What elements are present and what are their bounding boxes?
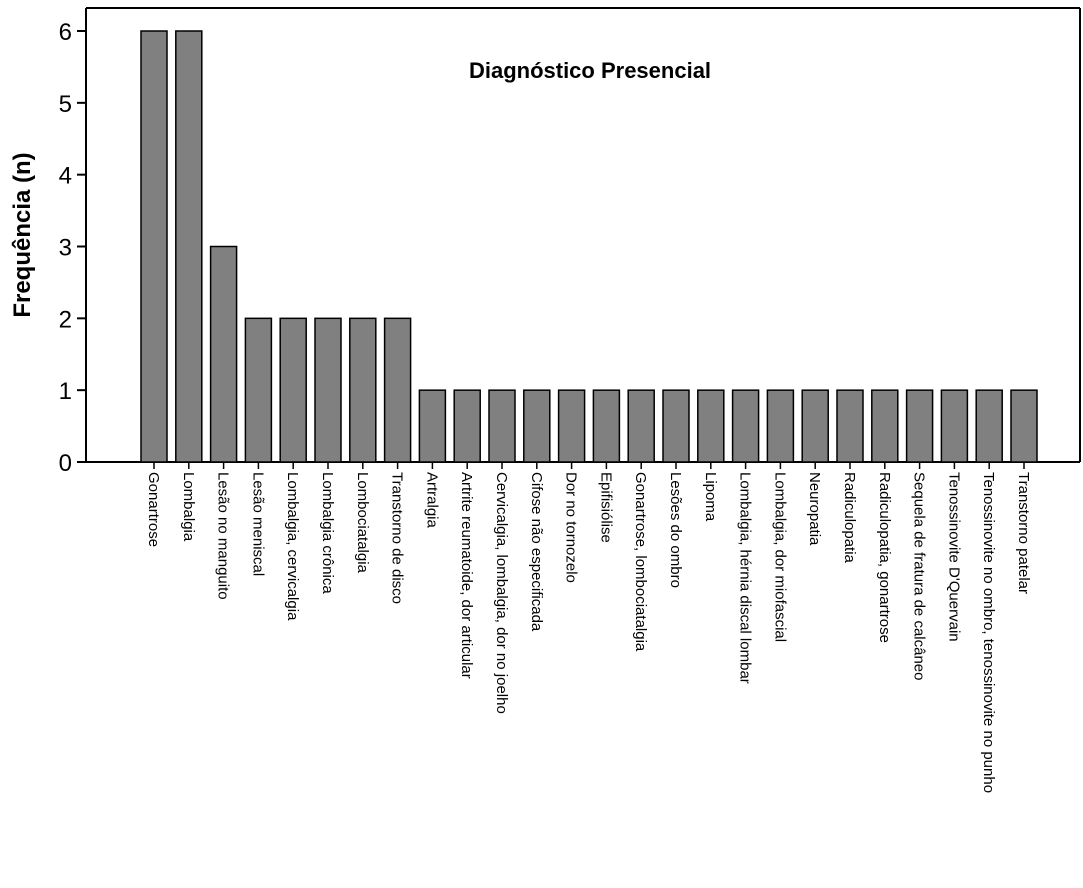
x-tick-label: Cervicalgia, lombalgia, dor no joelho	[493, 472, 510, 714]
x-tick-label: Transtorno de disco	[389, 472, 406, 604]
x-tick-label: Neuropatia	[806, 472, 823, 546]
bar	[209, 245, 238, 463]
x-tick-label: Artralgia	[423, 472, 440, 529]
x-tick-label: Lesão meniscal	[249, 472, 266, 576]
bar	[557, 389, 586, 463]
x-tick-label: Dor no tornozelo	[563, 472, 580, 583]
x-tick-label: Lesões do ombro	[667, 472, 684, 588]
x-tick-label: Tenossinovite D'Quervain	[945, 472, 962, 642]
x-tick-label: Lombalgia crônica	[319, 472, 336, 594]
bar	[731, 389, 760, 463]
bar	[314, 317, 342, 463]
bar	[940, 389, 969, 463]
bar	[592, 389, 621, 463]
chart-bars	[140, 30, 1038, 463]
bar	[766, 389, 795, 463]
x-tick-label: Gonartrose	[145, 472, 162, 547]
bar	[871, 389, 899, 463]
bar	[418, 389, 447, 463]
x-tick-label: Lombociatalgia	[354, 472, 371, 574]
x-tick-label: Radiculopatia, gonartrose	[876, 472, 893, 643]
bar	[140, 30, 168, 463]
y-axis-ticks: 0 1 2 3 4 5 6	[59, 19, 86, 477]
bar	[662, 389, 690, 463]
x-tick-label: Gonartrose, lombociatalgia	[632, 472, 649, 652]
bar	[801, 389, 829, 463]
y-tick-label: 0	[59, 450, 72, 477]
bar	[627, 389, 655, 463]
x-tick-label: Lombalgia, hérnia discal lombar	[737, 472, 754, 684]
bar	[836, 389, 864, 463]
bar	[975, 389, 1003, 463]
y-tick-label: 5	[59, 91, 72, 118]
bar	[488, 389, 516, 463]
bar	[383, 317, 412, 463]
bar	[349, 317, 377, 463]
bar	[453, 389, 481, 463]
x-tick-label: Lombalgia, cervicalgia	[284, 472, 301, 621]
chart-title: Diagnóstico Presencial	[469, 58, 711, 83]
x-tick-label: Radiculopatia	[841, 472, 858, 564]
bar	[279, 317, 307, 463]
y-tick-label: 3	[59, 235, 72, 262]
y-axis-label: Frequência (n)	[9, 152, 36, 317]
bar	[523, 389, 551, 463]
x-tick-label: Sequela de fratura de calcâneo	[911, 472, 928, 680]
y-tick-label: 1	[59, 378, 72, 405]
x-tick-label: Lipoma	[702, 472, 719, 522]
x-tick-label: Transtorno patelar	[1015, 472, 1032, 594]
bar	[905, 389, 934, 463]
y-tick-label: 2	[59, 306, 72, 333]
x-tick-label: Tenossinovite no ombro, tenossinovite no…	[980, 472, 997, 793]
x-tick-label: Lesão no manguito	[215, 472, 232, 600]
bar	[1010, 389, 1038, 463]
x-tick-label: Lombalgia	[180, 472, 197, 542]
y-tick-label: 4	[59, 163, 72, 190]
x-tick-label: Lombalgia, dor miofascial	[771, 472, 788, 642]
bar	[175, 30, 203, 463]
x-tick-label: Epifisiólise	[597, 472, 614, 543]
x-axis-labels: Gonartrose Lombalgia Lesão no manguito Lesã…	[145, 462, 1032, 793]
bar	[244, 317, 273, 463]
bar	[697, 389, 725, 463]
y-tick-label: 6	[59, 19, 72, 46]
x-tick-label: Artrite reumatoide, dor articular	[458, 472, 475, 679]
x-tick-label: Cifose não especificada	[528, 472, 545, 632]
